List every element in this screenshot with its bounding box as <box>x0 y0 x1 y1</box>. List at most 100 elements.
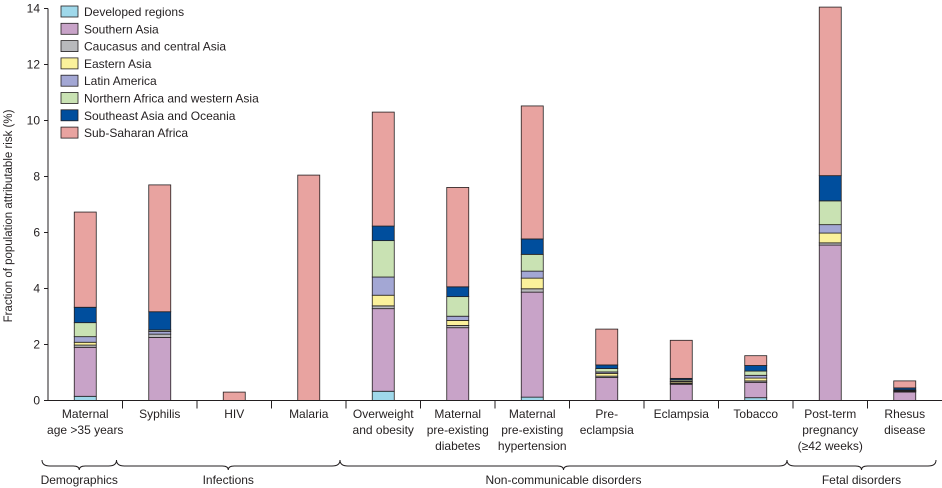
bar-segment <box>520 291 544 398</box>
bar-segment <box>371 294 395 307</box>
y-axis-label: Fraction of population attributable risk… <box>3 109 15 322</box>
bar-segment <box>73 395 97 401</box>
bar-segment <box>371 225 395 242</box>
bar-segment <box>520 238 544 255</box>
bar-segment <box>818 6 842 177</box>
bar-segment <box>446 315 470 321</box>
bar-segment <box>818 175 842 202</box>
group-label: Non-communicable disorders <box>485 473 641 487</box>
bar-segment <box>669 383 693 401</box>
category-label: Syphilis <box>139 407 180 421</box>
bar-segment <box>893 380 917 389</box>
bar-segment <box>371 308 395 392</box>
bar-segment <box>73 336 97 343</box>
category-label: HIV <box>224 407 244 421</box>
bar-segment <box>595 328 619 366</box>
y-tick-label: 14 <box>27 2 41 16</box>
bar-segment <box>148 333 172 338</box>
bar-segment <box>73 346 97 397</box>
bar-segment <box>148 311 172 331</box>
bar-segment <box>744 365 768 372</box>
bar-segment <box>73 322 97 338</box>
bar-segment <box>446 187 470 288</box>
category-label: Maternal age >35 years <box>47 407 123 437</box>
bar-segment <box>520 270 544 279</box>
y-tick-label: 6 <box>33 226 40 240</box>
bar-segment <box>222 391 246 401</box>
legend-swatch <box>60 22 79 35</box>
bar-segment <box>446 327 470 401</box>
y-tick-label: 0 <box>33 394 40 408</box>
legend-label: Sub-Saharan Africa <box>84 126 188 140</box>
legend-swatch <box>60 57 79 70</box>
bar-segment <box>446 286 470 298</box>
legend-swatch <box>60 40 79 52</box>
category-label: Eclampsia <box>654 407 710 421</box>
bar-segment <box>818 244 842 401</box>
bar-segment <box>893 391 917 401</box>
legend-label: Northern Africa and western Asia <box>84 92 259 106</box>
category-label: Overweight and obesity <box>353 407 415 437</box>
legend-label: Eastern Asia <box>84 57 152 71</box>
bar-segment <box>744 355 768 366</box>
group-label: Fetal disorders <box>822 473 901 487</box>
legend-swatch <box>60 74 79 87</box>
bars <box>73 6 917 401</box>
category-label: Maternal pre-existing hypertension <box>498 407 567 453</box>
y-tick-label: 4 <box>33 282 40 296</box>
bar-segment <box>73 211 97 308</box>
bar-segment <box>669 339 693 379</box>
category-label: Maternal pre-existing diabetes <box>427 407 489 453</box>
x-axis: Maternal age >35 years Syphilis HIV Malaria O… <box>47 400 942 453</box>
group-brace <box>786 459 937 471</box>
y-tick-label: 8 <box>33 170 40 184</box>
bar-segment <box>744 381 768 399</box>
group-label: Infections <box>203 473 254 487</box>
bar-segment <box>297 174 321 401</box>
group-label: Demographics <box>41 473 118 487</box>
bar-segment <box>371 276 395 296</box>
bar-segment <box>595 368 619 373</box>
bar-segment <box>73 341 97 346</box>
bar-segment <box>595 372 619 377</box>
legend-label: Developed regions <box>84 5 184 19</box>
bar-segment <box>595 377 619 401</box>
bar-segment <box>446 296 470 317</box>
legend: Developed regions Southern Asia Caucasus a… <box>60 5 259 140</box>
bar-segment <box>520 105 544 240</box>
bar-segment <box>148 337 172 401</box>
legend-swatch <box>60 126 79 139</box>
bar-segment <box>520 396 544 401</box>
y-tick-label: 2 <box>33 338 40 352</box>
legend-swatch <box>60 109 79 122</box>
category-label: Post-term pregnancy (≥42 weeks) <box>798 407 863 453</box>
group-brace <box>339 459 788 471</box>
category-label: Pre-eclampsia <box>580 407 634 437</box>
bar-segment <box>148 184 172 313</box>
group-brace <box>41 459 117 471</box>
category-label: Malaria <box>289 407 329 421</box>
bar-segment <box>371 111 395 227</box>
bar-segment <box>744 370 768 376</box>
bar-segment <box>818 200 842 226</box>
y-tick-label: 10 <box>27 114 41 128</box>
bar-segment <box>371 390 395 401</box>
category-label: Rhesus disease <box>884 407 926 437</box>
y-tick-label: 12 <box>27 58 41 72</box>
bar-segment <box>818 232 842 244</box>
legend-label: Southern Asia <box>84 22 159 36</box>
category-label: Tobacco <box>733 407 778 421</box>
y-axis: 0 2 4 6 8 10 12 14 <box>27 2 49 408</box>
bar-segment <box>520 277 544 290</box>
bar-segment <box>371 240 395 278</box>
legend-label: Latin America <box>84 74 157 88</box>
group-brace <box>116 459 341 471</box>
bar-segment <box>371 305 395 310</box>
legend-label: Southeast Asia and Oceania <box>84 109 236 123</box>
legend-label: Caucasus and central Asia <box>84 40 226 54</box>
bar-segment <box>595 364 619 369</box>
bar-segment <box>73 306 97 324</box>
bar-segment <box>148 330 172 335</box>
bar-segment <box>520 288 544 293</box>
